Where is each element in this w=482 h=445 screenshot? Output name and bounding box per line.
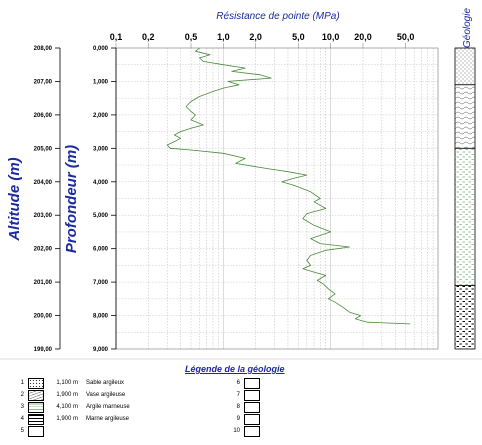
x-tick-label: 2,0 [249, 32, 262, 42]
x-tick-label: 5,0 [292, 32, 305, 42]
legend-item-number: 10 [233, 428, 240, 434]
legend-item-thickness: 1,100 m [56, 380, 78, 386]
x-tick-label: 0,1 [110, 32, 123, 42]
depth-tick-label: 3,000 [93, 146, 109, 152]
legend-swatch [28, 402, 44, 413]
x-tick-labels: 0,1 0,2 0,5 1,0 2,0 5,0 10,0 20,0 50,0 [110, 32, 415, 48]
x-tick-label: 1,0 [217, 32, 230, 42]
legend-item-name: Marne argileuse [86, 416, 130, 422]
series-line-cpt [166, 47, 411, 325]
altitude-tick-label: 199,00 [34, 347, 53, 353]
chart-grid [116, 48, 438, 349]
legend-item-number: 6 [236, 380, 240, 386]
geology-layer [454, 84, 476, 149]
legend-item-number: 1 [20, 380, 24, 386]
x-axis-title: Résistance de pointe (MPa) [216, 11, 339, 22]
legend-swatch [244, 414, 260, 425]
legend-item-thickness: 1,900 m [56, 392, 78, 398]
altitude-tick-label: 207,00 [34, 79, 53, 85]
legend-item-number: 5 [20, 428, 24, 434]
altitude-axis-title: Altitude (m) [6, 157, 23, 241]
legend-swatch [244, 426, 260, 437]
altitude-tick-label: 204,00 [34, 180, 53, 186]
depth-axis-title: Profondeur (m) [63, 145, 80, 253]
depth-tick-label: 4,000 [93, 180, 109, 186]
legend-item-number: 3 [20, 404, 24, 410]
legend-swatch [28, 378, 44, 389]
legend-item-number: 9 [236, 416, 240, 422]
legend-item-name: Sable argileux [86, 380, 125, 386]
legend-swatch [28, 414, 44, 425]
geology-column [454, 47, 476, 350]
depth-tick-label: 8,000 [93, 314, 109, 320]
altitude-tick-label: 203,00 [34, 213, 53, 219]
depth-axis: 0,000 1,000 2,000 3,000 4,000 5,000 6,000 7,000… [93, 46, 117, 353]
legend-swatch [244, 390, 260, 401]
depth-tick-label: 5,000 [93, 213, 109, 219]
altitude-tick-label: 206,00 [34, 113, 53, 119]
depth-tick-label: 9,000 [93, 347, 109, 353]
depth-tick-label: 2,000 [93, 113, 109, 119]
geology-title: Géologie [462, 8, 473, 48]
geology-layer [454, 147, 476, 286]
legend-item-name: Argile marneuse [86, 404, 130, 410]
legend-swatch [244, 402, 260, 413]
x-tick-label: 20,0 [354, 32, 372, 42]
x-tick-label: 10,0 [322, 32, 340, 42]
altitude-axis: 208,00 207,00 206,00 205,00 204,00 203,00 202,… [34, 46, 61, 353]
legend-item-name: Vase argileuse [86, 392, 126, 398]
geology-layer [454, 285, 476, 350]
legend-item-number: 2 [20, 392, 24, 398]
x-tick-label: 0,2 [142, 32, 155, 42]
x-tick-label: 50,0 [397, 32, 415, 42]
depth-tick-label: 6,000 [93, 247, 109, 253]
altitude-tick-label: 200,00 [34, 314, 53, 320]
legend-title: Légende de la géologie [185, 364, 285, 374]
legend-swatch [28, 390, 44, 401]
legend-swatch [28, 426, 44, 437]
legend-item-thickness: 4,100 m [56, 404, 78, 410]
altitude-tick-label: 205,00 [34, 146, 53, 152]
altitude-tick-label: 201,00 [34, 280, 53, 286]
legend-item-number: 4 [20, 416, 24, 422]
legend-item-number: 8 [236, 404, 240, 410]
depth-tick-label: 0,000 [93, 46, 109, 52]
depth-tick-label: 1,000 [93, 79, 109, 85]
x-tick-label: 0,5 [185, 32, 198, 42]
depth-tick-label: 7,000 [93, 280, 109, 286]
altitude-tick-label: 208,00 [34, 46, 53, 52]
cpt-chart: Résistance de pointe (MPa) 0,1 0,2 0,5 1,0 2… [0, 8, 482, 360]
legend-swatch [244, 378, 260, 389]
legend-item-thickness: 1,900 m [56, 416, 78, 422]
legend-item-number: 7 [236, 392, 240, 398]
altitude-tick-label: 202,00 [34, 247, 53, 253]
geology-layer [454, 47, 476, 86]
